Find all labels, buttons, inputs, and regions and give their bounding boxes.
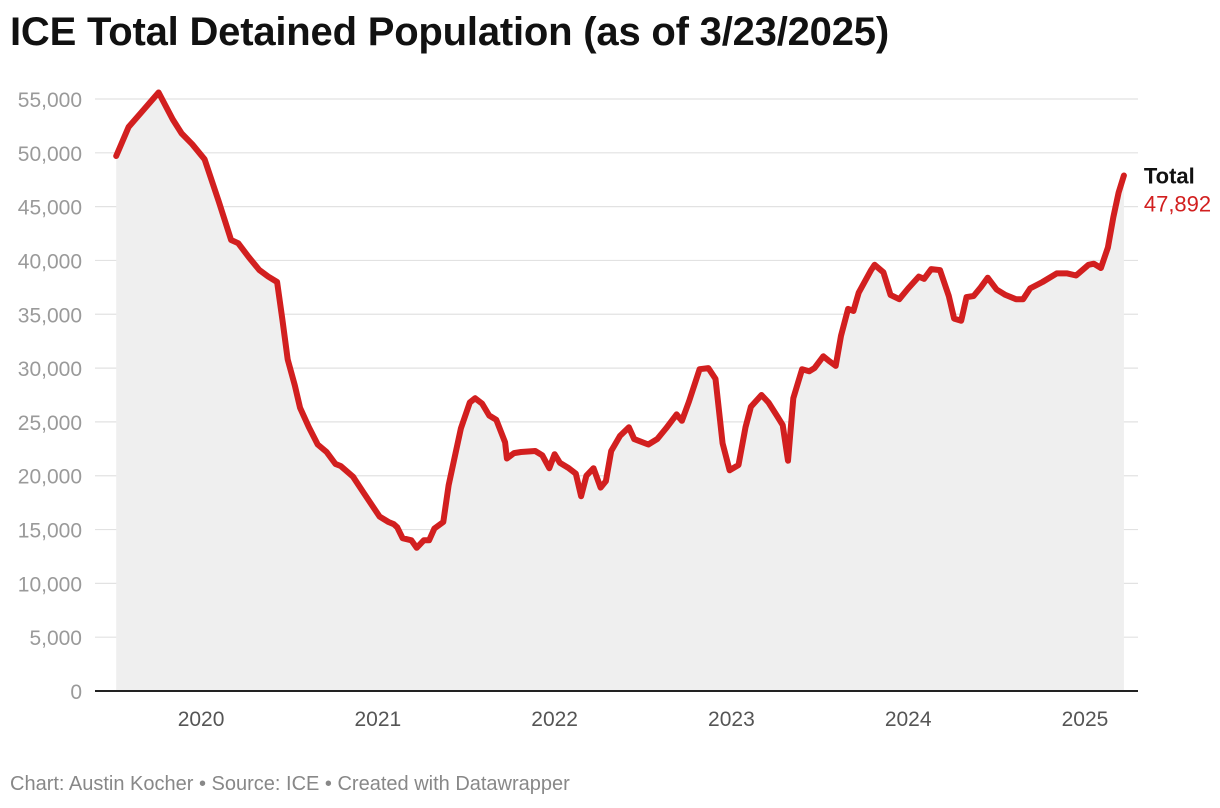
x-tick-label: 2023 bbox=[708, 708, 755, 731]
series-area-total bbox=[116, 92, 1124, 691]
series-end-value: 47,892 bbox=[1144, 192, 1211, 217]
chart-title: ICE Total Detained Population (as of 3/2… bbox=[10, 10, 889, 54]
y-tick-label: 45,000 bbox=[18, 197, 82, 220]
y-tick-label: 35,000 bbox=[18, 304, 82, 327]
x-tick-label: 2025 bbox=[1062, 708, 1109, 731]
y-tick-label: 30,000 bbox=[18, 358, 82, 381]
y-tick-label: 50,000 bbox=[18, 143, 82, 166]
x-tick-label: 2022 bbox=[531, 708, 578, 731]
x-axis-labels: 2020 2021 2022 2023 2024 2025 bbox=[178, 708, 1109, 731]
y-tick-label: 55,000 bbox=[18, 89, 82, 112]
y-tick-label: 15,000 bbox=[18, 520, 82, 543]
y-tick-label: 20,000 bbox=[18, 466, 82, 489]
y-tick-label: 5,000 bbox=[29, 627, 82, 650]
y-tick-label: 0 bbox=[70, 681, 82, 704]
y-axis-labels: 55,000 50,000 45,000 40,000 35,000 30,000 25,0… bbox=[18, 89, 82, 704]
y-tick-label: 25,000 bbox=[18, 412, 82, 435]
y-tick-label: 10,000 bbox=[18, 573, 82, 596]
series-line-total bbox=[113, 89, 1127, 551]
chart-footer: Chart: Austin Kocher • Source: ICE • Cre… bbox=[10, 773, 570, 795]
x-tick-label: 2021 bbox=[354, 708, 401, 731]
x-tick-label: 2020 bbox=[178, 708, 225, 731]
x-tick-label: 2024 bbox=[885, 708, 932, 731]
series-end-label: Total bbox=[1144, 164, 1195, 189]
y-tick-label: 40,000 bbox=[18, 250, 82, 273]
